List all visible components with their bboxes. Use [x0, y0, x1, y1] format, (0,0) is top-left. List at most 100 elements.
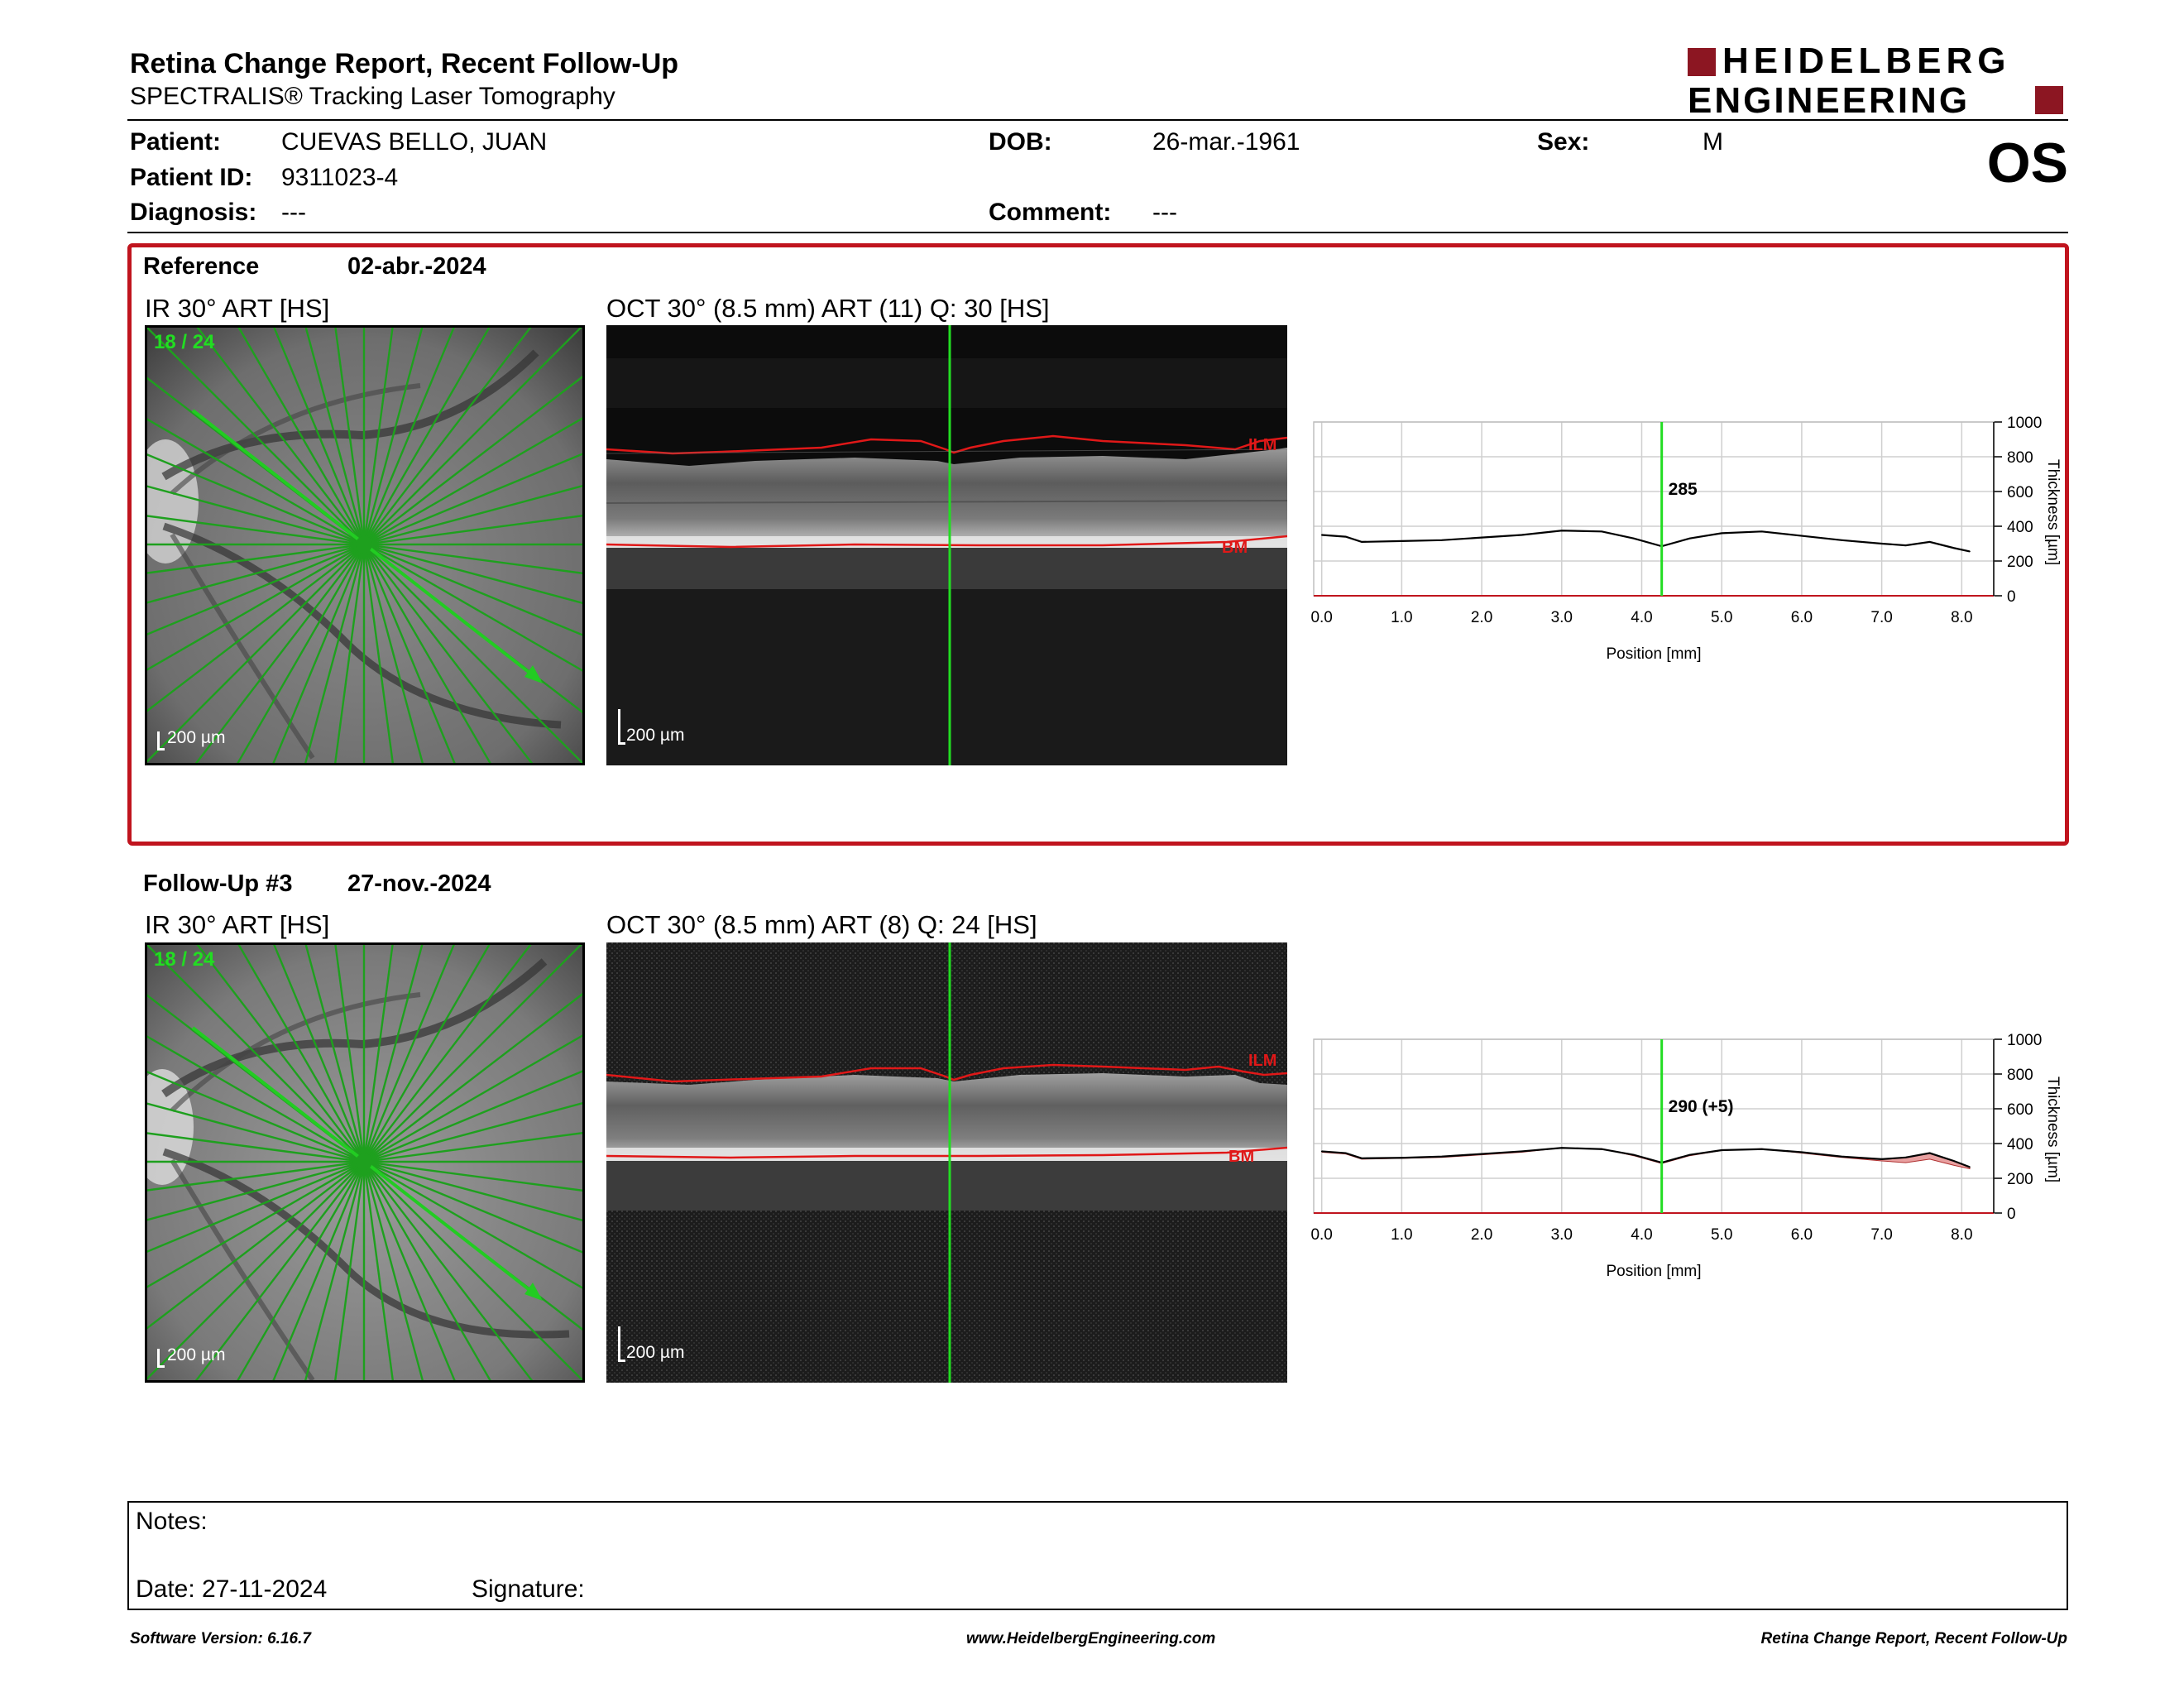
reference-scan-counter: 18 / 24: [154, 331, 215, 353]
thickness-point: [1760, 530, 1763, 533]
report-title: Retina Change Report, Recent Follow-Up: [130, 48, 679, 79]
thickness-point: [1601, 1148, 1602, 1150]
heidelberg-logo: HEIDELBERG ENGINEERING: [1688, 41, 2068, 121]
x-tick-label: 4.0: [1631, 1226, 1652, 1244]
x-tick-label: 5.0: [1711, 1226, 1732, 1244]
y-tick-label: 0: [2007, 588, 2016, 606]
reference-oct-title: OCT 30° (8.5 mm) ART (11) Q: 30 [HS]: [606, 294, 1050, 323]
x-tick-label: 2.0: [1471, 1226, 1492, 1244]
followup-label: Follow-Up #3: [143, 870, 293, 897]
thickness-point: [1633, 1153, 1635, 1156]
y-tick-label: 400: [2007, 519, 2033, 536]
logo-line1: HEIDELBERG: [1722, 41, 2011, 81]
cursor-value-label: 285: [1669, 480, 1698, 499]
thickness-point: [1688, 1153, 1691, 1156]
x-tick-label: 0.0: [1310, 1226, 1332, 1244]
thickness-point: [1952, 547, 1955, 549]
reference-ir-title: IR 30° ART [HS]: [145, 294, 330, 323]
thickness-point: [1721, 1149, 1722, 1151]
eye-laterality: OS: [1986, 132, 2068, 194]
reference-ilm-label: ILM: [1248, 436, 1277, 454]
thickness-point: [1344, 535, 1347, 538]
y-tick-label: 800: [2007, 1067, 2033, 1084]
followup-oct-bscan[interactable]: ILM BM 200 µm: [606, 942, 1287, 1383]
followup-oct-title: OCT 30° (8.5 mm) ART (8) Q: 24 [HS]: [606, 910, 1037, 939]
reference-ir-scalebar: [157, 731, 165, 750]
thickness-point: [1401, 540, 1403, 542]
followup-ir-scale-label: 200 µm: [167, 1345, 226, 1364]
followup-ir-title: IR 30° ART [HS]: [145, 910, 330, 939]
y-tick-label: 600: [2007, 1101, 2033, 1119]
followup-oct-scalebar: [618, 1326, 625, 1362]
thickness-point: [1560, 530, 1563, 532]
sex-label: Sex:: [1537, 128, 1590, 156]
thickness-point: [1401, 1157, 1403, 1159]
thickness-line: [1321, 1147, 1971, 1168]
y-axis-label: Thickness [µm]: [2044, 459, 2062, 565]
reference-oct-bscan[interactable]: ILM BM 200 µm: [606, 325, 1287, 765]
comment-label: Comment:: [989, 199, 1112, 226]
x-tick-label: 6.0: [1791, 609, 1813, 626]
dob-value: 26-mar.-1961: [1152, 128, 1300, 156]
thickness-point: [1601, 530, 1602, 533]
x-tick-label: 0.0: [1310, 609, 1332, 626]
patient-divider: [127, 232, 2068, 233]
y-axis-label: Thickness [µm]: [2044, 1077, 2062, 1182]
thickness-point: [1320, 534, 1323, 536]
followup-ilm-label: ILM: [1248, 1052, 1277, 1070]
thickness-point: [1633, 537, 1635, 539]
patient-label: Patient:: [130, 128, 222, 156]
footer-report-name: Retina Change Report, Recent Follow-Up: [1760, 1630, 2067, 1647]
x-tick-label: 1.0: [1391, 609, 1412, 626]
notes-label: Notes:: [136, 1508, 208, 1535]
y-tick-label: 1000: [2007, 415, 2042, 432]
x-tick-label: 8.0: [1951, 1226, 1972, 1244]
reference-ir-fundus-image[interactable]: 18 / 24 200 µm: [145, 325, 585, 765]
x-tick-label: 4.0: [1631, 609, 1652, 626]
notes-date: Date: 27-11-2024: [136, 1575, 328, 1603]
plot-frame: [1313, 1038, 1995, 1214]
x-tick-label: 3.0: [1551, 1226, 1573, 1244]
report-subtitle: SPECTRALIS® Tracking Laser Tomography: [130, 83, 615, 110]
reference-oct-scale-label: 200 µm: [626, 726, 685, 745]
thickness-point: [1688, 537, 1691, 539]
x-tick-label: 3.0: [1551, 609, 1573, 626]
thickness-point: [1760, 1148, 1763, 1150]
followup-ir-fundus-image[interactable]: 18 / 24 200 µm: [145, 942, 585, 1383]
reference-ir-scale-label: 200 µm: [167, 728, 226, 747]
thickness-point: [1721, 532, 1722, 535]
followup-scan-counter: 18 / 24: [154, 948, 215, 971]
footer-website[interactable]: www.HeidelbergEngineering.com: [966, 1630, 1216, 1647]
reference-date: 02-abr.-2024: [347, 253, 486, 280]
reference-thickness-chart: 0.0 1.0 2.0 3.0 4.0 5.0 6.0 7.0 8.0 0 200 400 600 800…: [1299, 414, 2076, 687]
header-divider: [127, 119, 2068, 121]
diagnosis-label: Diagnosis:: [130, 199, 257, 226]
patient-id-label: Patient ID:: [130, 164, 253, 191]
logo-square-top: [1688, 48, 1716, 76]
y-tick-label: 200: [2007, 554, 2033, 571]
y-tick-label: 200: [2007, 1171, 2033, 1188]
thickness-point: [1560, 1147, 1563, 1149]
thickness-line: [1321, 530, 1971, 553]
thickness-point: [1481, 1153, 1482, 1155]
followup-oct-scale-label: 200 µm: [626, 1343, 685, 1362]
thickness-point: [1801, 1151, 1803, 1153]
thickness-point: [1880, 1158, 1883, 1160]
x-tick-label: 8.0: [1951, 609, 1972, 626]
logo-line2: ENGINEERING: [1688, 80, 1971, 121]
thickness-point: [1904, 544, 1907, 546]
y-tick-label: 800: [2007, 449, 2033, 467]
thickness-point: [1928, 541, 1931, 543]
reference-label: Reference: [143, 253, 260, 280]
notes-box[interactable]: Notes: Date: 27-11-2024 Signature:: [127, 1501, 2068, 1610]
followup-thickness-chart: 0.0 1.0 2.0 3.0 4.0 5.0 6.0 7.0 8.0 0 200 400 600 800…: [1299, 1031, 2076, 1304]
thickness-point: [1521, 1150, 1523, 1153]
y-tick-label: 0: [2007, 1206, 2016, 1223]
followup-date: 27-nov.-2024: [347, 870, 491, 897]
thickness-point: [1344, 1152, 1347, 1154]
thickness-point: [1952, 1160, 1955, 1162]
signature-label: Signature:: [472, 1575, 585, 1603]
thickness-point: [1521, 534, 1523, 536]
cursor-value-label: 290 (+5): [1669, 1097, 1734, 1116]
thickness-point: [1361, 1158, 1363, 1159]
